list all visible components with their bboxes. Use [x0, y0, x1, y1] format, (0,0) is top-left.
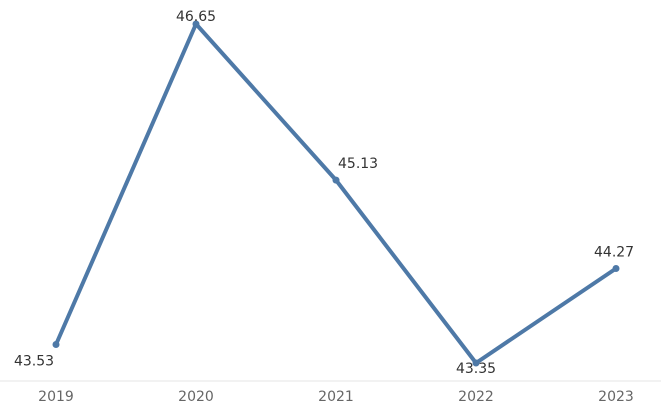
data-label-2021: 45.13 [338, 156, 378, 172]
data-label-2022: 43.35 [456, 361, 496, 377]
data-point-2022 [472, 359, 480, 367]
data-point-2019 [52, 341, 60, 349]
x-tick-label-2023: 2023 [598, 389, 634, 405]
x-axis-tick-labels: 2019 2020 2021 2022 2023 [38, 389, 634, 405]
x-tick-label-2019: 2019 [38, 389, 74, 405]
x-tick-label-2021: 2021 [318, 389, 354, 405]
data-point-2023 [612, 264, 620, 272]
data-label-2020: 46.65 [176, 9, 216, 25]
series-line [54, 22, 618, 365]
data-point-2020 [192, 20, 200, 28]
data-label-2019: 43.53 [14, 354, 54, 370]
x-tick-label-2020: 2020 [178, 389, 214, 405]
data-points [52, 20, 620, 367]
data-label-2023: 44.27 [594, 244, 634, 260]
x-tick-label-2022: 2022 [458, 389, 494, 405]
data-labels: 43.53 46.65 45.13 43.35 44.27 [14, 9, 634, 377]
data-point-2021 [332, 176, 340, 184]
